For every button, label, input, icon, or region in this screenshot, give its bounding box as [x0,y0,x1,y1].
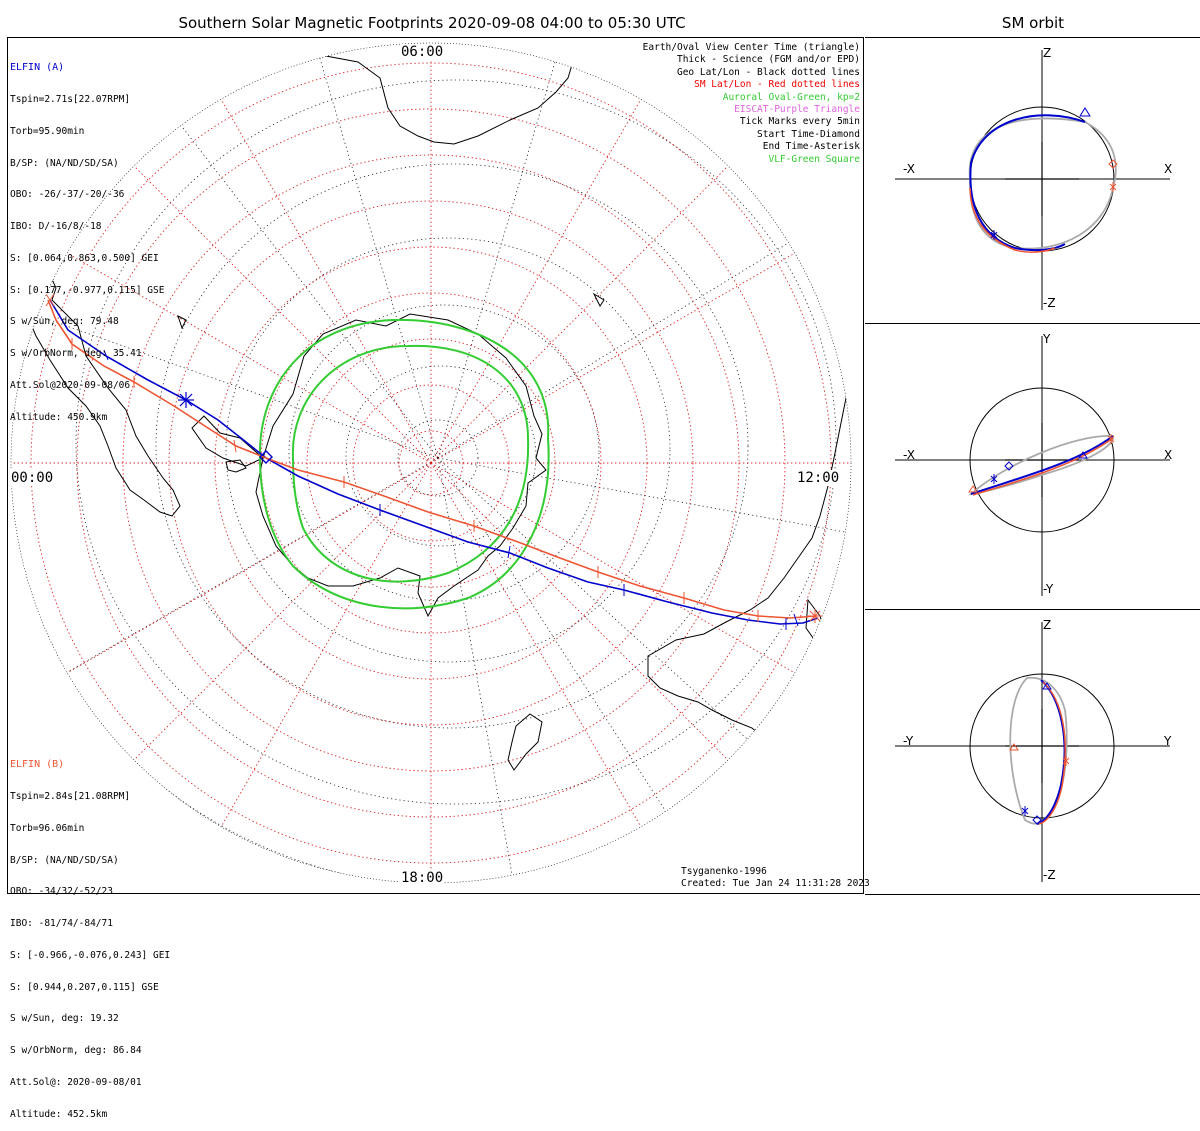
axis-label-right: X [1164,162,1173,176]
island-2 [507,713,543,771]
axis-label-bottom: -Y [1043,582,1054,596]
elfin-a-line: IBO: D/-16/8/-18 [10,221,102,233]
elfin-a-line: Att.Sol@2020-09-08/06 [10,380,131,391]
elfin-b-line: S w/OrbNorm, deg: 86.84 [10,1045,142,1057]
elfin-b-tick-marks [71,338,759,622]
axis-label-left: -Y [903,734,914,748]
legend-item: VLF-Green Square [768,153,860,165]
track-markers [45,293,822,627]
sm-orbit-plot-xy [895,336,1170,596]
model-name: Tsyganenko-1996 [681,866,767,877]
axis-label-right: X [1164,448,1173,462]
sm-latlon-grid [11,43,851,883]
axis-label-top: Z [1043,618,1052,632]
elfin-b-line: B/SP: (NA/ND/SD/SA) [10,854,119,866]
elfin-a-tick-marks [103,349,787,630]
elfin-b-line: IBO: -81/74/-84/71 [10,918,113,930]
elfin-b-line: Altitude: 452.5km [10,1108,108,1120]
axis-label-bottom: -Z [1043,868,1056,882]
footprint-map [10,42,852,884]
elfin-a-line: Torb=95.90min [10,125,85,137]
mlt-label-left: 00:00 [10,470,55,486]
elfin-a-line: S w/OrbNorm, deg: 35.41 [10,348,142,360]
map-boundary [10,42,852,884]
sm-orbit-plot-yz [895,622,1170,882]
coastlines [15,43,851,771]
sm-orbit-panel-yz: Z -Y Y -Z [865,609,1200,895]
mlt-label-bottom: 18:00 [400,870,445,886]
elfin-b-line: OBO: -34/32/-52/23 [10,886,113,898]
elfin-a-science-asterisk [178,392,194,408]
legend-item: Tick Marks every 5min [739,116,860,128]
main-title: Southern Solar Magnetic Footprints 2020-… [178,14,686,32]
sm-orbit-panel-xy: Y -X X -Y [865,323,1200,610]
island-4 [592,292,605,307]
elfin-a-line: B/SP: (NA/ND/SD/SA) [10,157,119,169]
auroral-oval-equatorward [258,318,550,610]
sm-orbit-panel-xz: Z -X X -Z [865,37,1200,324]
legend-item: Auroral Oval-Green, kp=2 [722,91,860,103]
auroral-oval-poleward [291,344,530,583]
created-timestamp: Created: Tue Jan 24 11:31:28 2023 [681,878,870,889]
orbit-title: SM orbit [1001,14,1065,32]
elfin-b-start-marker [45,293,55,307]
legend: Earth/Oval View Center Time (triangle) T… [643,42,860,166]
mlt-label-top: 06:00 [400,44,445,60]
africa-coast [307,43,579,145]
elfin-b-line: Att.Sol@: 2020-09-08/01 [10,1077,142,1088]
island-1 [225,459,247,473]
elfin-a-title: ELFIN (A) [10,62,65,74]
axis-label-top: Y [1043,332,1051,346]
elfin-b-end-asterisk [808,609,822,623]
sm-orbit-plot-xz [895,50,1170,310]
legend-item: Start Time-Diamond [757,128,860,140]
footprint-map-panel: 06:00 00:00 12:00 18:00 [7,37,864,894]
elfin-a-line: S w/Sun, deg: 79.48 [10,316,119,328]
legend-item: End Time-Asterisk [762,141,860,153]
elfin-b-line: Torb=96.06min [10,822,85,834]
island-3 [177,315,187,330]
elfin-a-line: Altitude: 450.9km [10,411,108,423]
axis-label-bottom: -Z [1043,296,1056,310]
antarctic-peninsula-coast [191,415,264,467]
elfin-a-info: ELFIN (A) Tspin=2.71s[22.07RPM] Torb=95.… [10,42,164,434]
elfin-b-line: S w/Sun, deg: 19.32 [10,1013,119,1025]
auroral-oval [258,318,550,610]
elfin-a-line: Tspin=2.71s[22.07RPM] [10,93,131,105]
elfin-b-info: ELFIN (B) Tspin=2.84s[21.08RPM] Torb=96.… [10,739,170,1131]
legend-item: Geo Lat/Lon - Black dotted lines [676,66,860,78]
elfin-a-start-diamond [259,450,273,464]
elfin-b-line: S: [-0.966,-0.076,0.243] GEI [10,949,171,961]
elfin-a-line: S: [0.064,0.863,0.500] GEI [10,252,159,264]
elfin-a-line: S: [0.177,-0.977,0.115] GSE [10,284,165,296]
legend-item: Earth/Oval View Center Time (triangle) [642,42,860,53]
axis-label-left: -X [903,448,915,462]
elfin-b-title: ELFIN (B) [10,759,65,771]
legend-item: SM Lat/Lon - Red dotted lines [694,79,860,91]
axis-label-right: Y [1164,734,1172,748]
axis-label-left: -X [903,162,915,176]
elfin-b-footprint-track [47,299,817,619]
legend-item: Thick - Science (FGM and/or EPD) [676,54,860,66]
axis-label-top: Z [1043,46,1052,60]
australia-coast [647,367,851,739]
elfin-b-line: S: [0.944,0.207,0.115] GSE [10,981,159,993]
credits: Tsyganenko-1996 Created: Tue Jan 24 11:3… [681,866,870,890]
elfin-a-footprint-track [49,299,819,625]
elfin-b-line: Tspin=2.84s[21.08RPM] [10,790,131,802]
elfin-a-end-marker [793,613,799,627]
south-america-coast [15,265,181,517]
antarctica-coast [255,313,547,618]
mlt-label-right: 12:00 [796,470,841,486]
legend-item: EISCAT-Purple Triangle [734,104,860,116]
elfin-a-line: OBO: -26/-37/-20/-36 [10,189,125,201]
